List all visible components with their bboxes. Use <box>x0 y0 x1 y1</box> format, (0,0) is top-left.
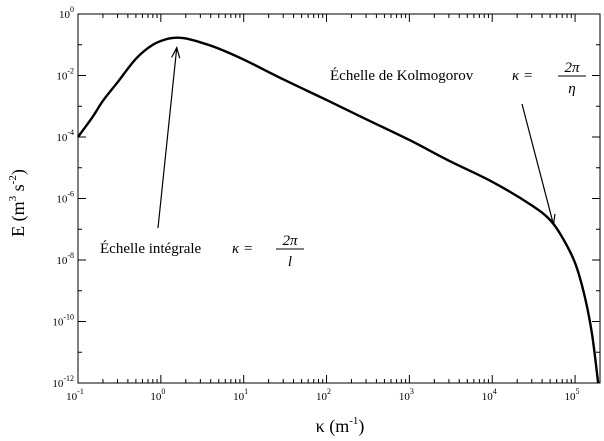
kolmogorov-scale-frac-den: η <box>568 81 575 97</box>
kolmogorov-scale-label: Échelle de Kolmogorov <box>330 67 474 84</box>
integral-scale-frac-num: 2π <box>282 233 298 249</box>
y-tick-label: 10-6 <box>56 190 74 206</box>
energy-spectrum-line <box>77 36 600 384</box>
y-axis-unit-close: ) <box>8 169 29 175</box>
y-tick-label: 10-4 <box>56 128 74 144</box>
kolmogorov-scale-arrow-head <box>546 213 556 227</box>
y-axis-s-exp: -2 <box>7 175 19 184</box>
x-tick-label: 10-1 <box>66 387 84 403</box>
x-tick-label: 100 <box>150 387 165 403</box>
y-axis-s: s <box>8 184 28 196</box>
y-tick-label: 10-10 <box>52 313 74 329</box>
x-tick-label: 103 <box>399 387 414 403</box>
x-axis-title: κ (m-1) <box>316 415 365 437</box>
x-axis-symbol: κ <box>316 416 325 436</box>
integral-scale-annotation: Échelle intégrale κ = 2π l <box>100 233 304 270</box>
y-axis-symbol: E <box>8 226 28 237</box>
x-axis-unit-exp: -1 <box>349 415 358 427</box>
x-axis-unit-open: (m <box>325 416 350 437</box>
integral-scale-arrow <box>157 47 178 229</box>
kolmogorov-scale-kappa: κ = <box>512 68 533 84</box>
integral-scale-kappa: κ = <box>232 241 253 257</box>
integral-scale-frac-den: l <box>288 254 292 270</box>
kolmogorov-scale-annotation: Échelle de Kolmogorov κ = 2π η <box>330 60 586 97</box>
y-tick-label: 100 <box>59 5 74 21</box>
x-tick-label: 105 <box>565 387 580 403</box>
x-tick-label: 101 <box>233 387 248 403</box>
integral-scale-arrow-head <box>171 46 181 59</box>
y-axis-m-exp: 3 <box>7 195 19 201</box>
y-axis-title: E (m3 s-2) <box>7 169 29 237</box>
y-tick-label: 10-12 <box>52 374 74 390</box>
y-axis-unit-open: (m <box>8 201 29 226</box>
x-tick-label: 102 <box>316 387 331 403</box>
kolmogorov-scale-arrow <box>521 103 555 225</box>
kolmogorov-scale-frac-num: 2π <box>564 60 580 76</box>
y-tick-label: 10-8 <box>56 251 74 267</box>
x-axis-unit-close: ) <box>358 416 364 437</box>
y-tick-label: 10-2 <box>56 67 74 83</box>
x-tick-label: 104 <box>482 387 497 403</box>
integral-scale-label: Échelle intégrale <box>100 240 202 257</box>
